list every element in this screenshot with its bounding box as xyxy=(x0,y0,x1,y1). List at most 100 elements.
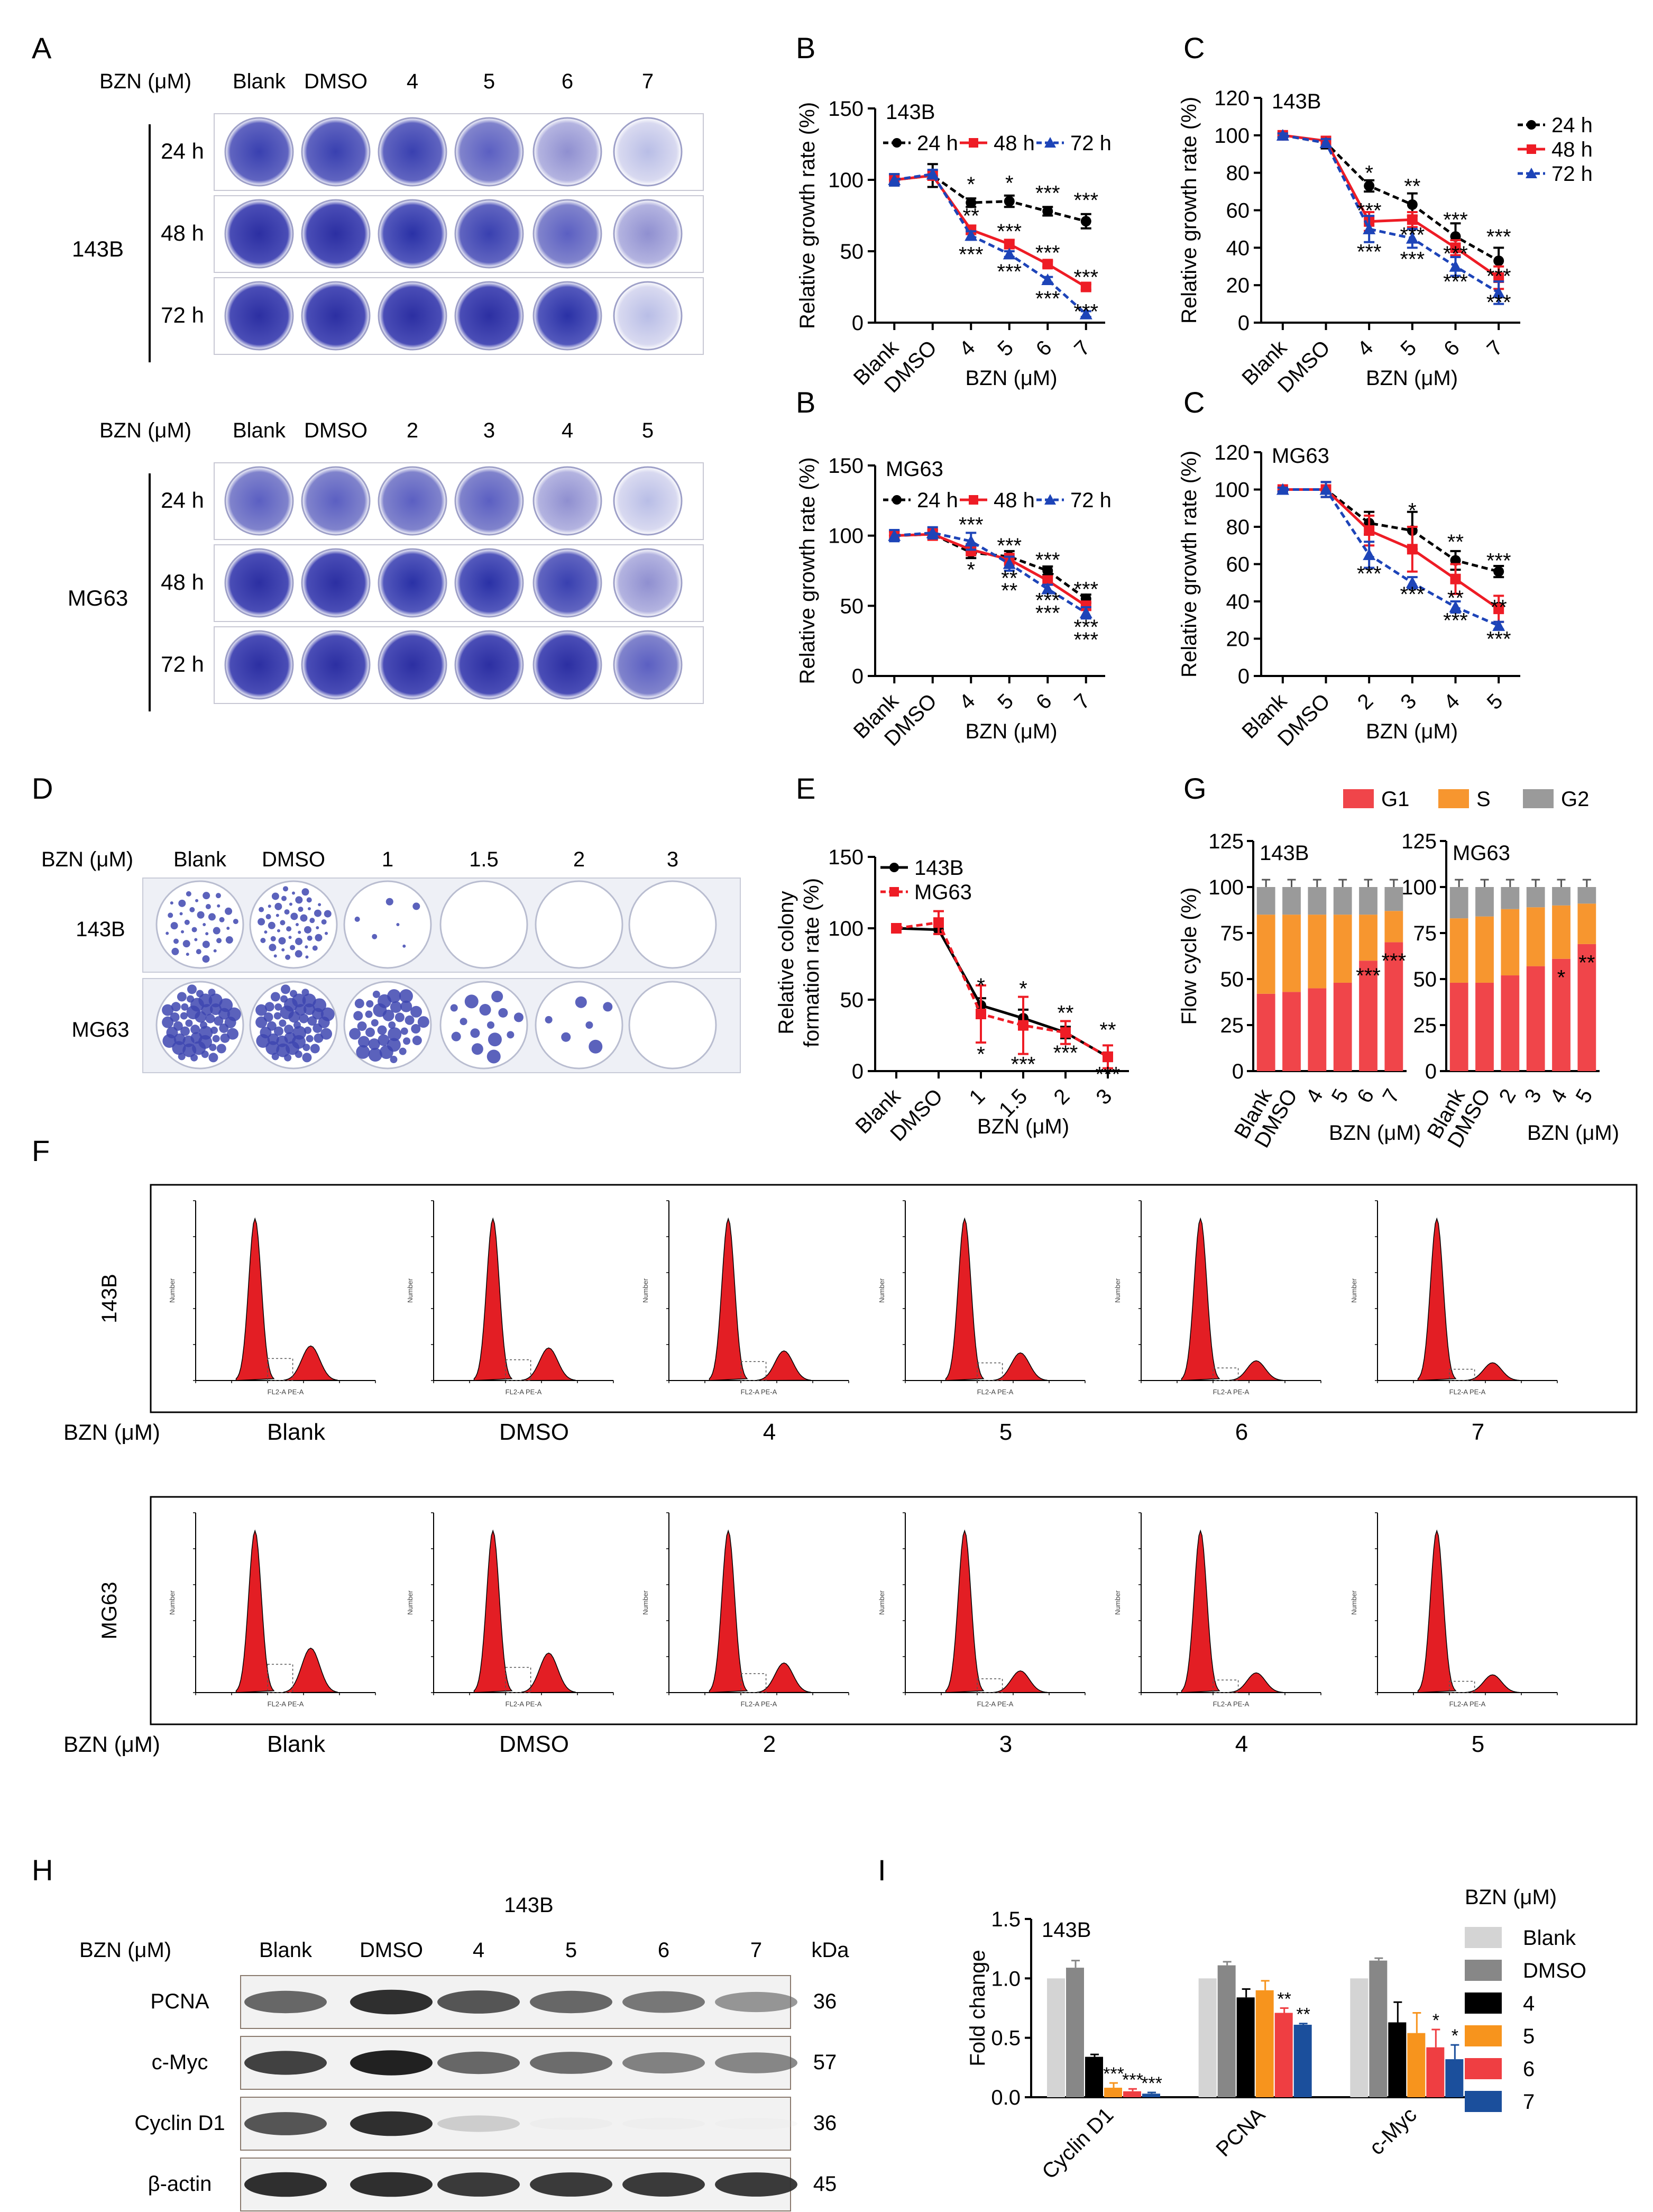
axis-caption: FL2-A PE-A xyxy=(268,1388,304,1396)
data-point xyxy=(1407,199,1418,210)
significance-mark: * xyxy=(967,173,975,196)
g1-peak xyxy=(1181,1217,1220,1381)
dish xyxy=(439,981,528,1070)
legend-marker xyxy=(1044,494,1056,505)
colony xyxy=(181,1003,189,1011)
colony xyxy=(290,912,298,920)
significance-mark: ** xyxy=(1099,1019,1116,1042)
panel-letter-b2: B xyxy=(796,386,815,419)
panel-letter-e: E xyxy=(796,772,815,805)
colony xyxy=(390,1001,402,1013)
protein-band xyxy=(622,1991,705,2013)
stained-well xyxy=(532,281,602,351)
y-tick-label: 100 xyxy=(1401,876,1437,899)
colony xyxy=(178,1053,186,1061)
significance-mark: ** xyxy=(1447,587,1464,610)
data-point xyxy=(1042,206,1053,217)
colony xyxy=(227,1028,239,1040)
column-label: 4 xyxy=(407,70,418,93)
colony xyxy=(399,989,413,1003)
data-point xyxy=(888,173,901,185)
column-label: 5 xyxy=(642,419,654,442)
column-label: 6 xyxy=(1235,1419,1248,1445)
x-tick-label: 7 xyxy=(1070,689,1095,714)
legend-label: Blank xyxy=(1523,1926,1576,1950)
treatment-label: BZN (μM) xyxy=(63,1732,160,1757)
legend-label: 24 h xyxy=(917,489,958,512)
bar-dmso xyxy=(1369,1960,1388,2097)
colony xyxy=(575,996,587,1008)
bar-blank xyxy=(1198,1978,1217,2097)
y-tick-label: 100 xyxy=(1208,876,1244,899)
colony xyxy=(190,1025,200,1035)
colony xyxy=(288,936,292,939)
colony xyxy=(412,902,420,910)
series-line xyxy=(1282,488,1500,627)
y-tick-label: 25 xyxy=(1220,1014,1244,1037)
data-point xyxy=(1449,260,1462,272)
bar-segment-g1 xyxy=(1475,982,1494,1071)
bar-segment-g1 xyxy=(1526,966,1545,1071)
colony xyxy=(315,934,323,942)
lane-label: 7 xyxy=(750,1939,762,1962)
colony xyxy=(184,919,190,925)
data-point xyxy=(976,1009,986,1019)
data-point xyxy=(1450,573,1461,584)
series-line xyxy=(896,921,1109,1058)
legend-swatch xyxy=(1523,789,1554,808)
x-tick-label: 1 xyxy=(965,1084,990,1109)
legend-swatch xyxy=(1343,789,1374,808)
significance-mark: *** xyxy=(1486,264,1511,288)
colony xyxy=(208,913,216,921)
colony xyxy=(302,1053,312,1063)
x-axis-label: BZN (μM) xyxy=(1366,720,1458,743)
colony xyxy=(486,1021,494,1029)
y-tick-label: 80 xyxy=(1226,162,1250,185)
significance-mark: *** xyxy=(1486,549,1511,572)
data-point xyxy=(1079,606,1092,618)
colony xyxy=(215,893,221,899)
data-point xyxy=(1493,604,1504,615)
colony xyxy=(274,902,282,910)
x-axis-label: BZN (μM) xyxy=(1527,1121,1619,1145)
protein-band xyxy=(244,2051,327,2075)
colony xyxy=(265,914,271,920)
data-point xyxy=(1042,259,1053,270)
colony xyxy=(181,930,185,934)
x-axis-label: BZN (μM) xyxy=(965,720,1057,743)
colony xyxy=(219,917,225,922)
column-label: 2 xyxy=(763,1731,776,1757)
panel-letter-c2: C xyxy=(1183,386,1205,419)
s-phase-band xyxy=(267,1663,293,1693)
significance-mark: *** xyxy=(1356,964,1381,988)
colony xyxy=(281,948,285,952)
colony xyxy=(305,945,308,949)
protein-band xyxy=(437,2115,520,2132)
significance-mark: *** xyxy=(1103,2064,1124,2084)
protein-label: PCNA xyxy=(150,1990,209,2013)
y-tick-label: 0 xyxy=(1238,312,1250,335)
cell-line-label: MG63 xyxy=(72,1018,130,1041)
flow-histogram: FL2-A PE-A Number xyxy=(406,1512,614,1708)
significance-mark: *** xyxy=(1073,616,1098,639)
data-point xyxy=(1079,307,1092,319)
y-tick-label: 120 xyxy=(1214,441,1250,464)
colony xyxy=(195,899,199,902)
colony xyxy=(405,1015,415,1025)
stained-well xyxy=(613,281,683,351)
y-axis-label-line: Relative colony xyxy=(775,891,798,1034)
colony xyxy=(173,938,179,944)
column-label: 2 xyxy=(407,419,418,442)
significance-mark: * xyxy=(1557,966,1566,990)
column-label: DMSO xyxy=(304,70,368,93)
axis-caption: FL2-A PE-A xyxy=(741,1388,777,1396)
colony xyxy=(205,903,211,909)
data-point xyxy=(1060,1027,1071,1038)
colony xyxy=(256,1034,270,1048)
cell-line-label: 143B xyxy=(72,236,124,261)
colony xyxy=(205,932,209,936)
legend-marker xyxy=(969,138,978,148)
series-24-h xyxy=(889,163,1091,230)
